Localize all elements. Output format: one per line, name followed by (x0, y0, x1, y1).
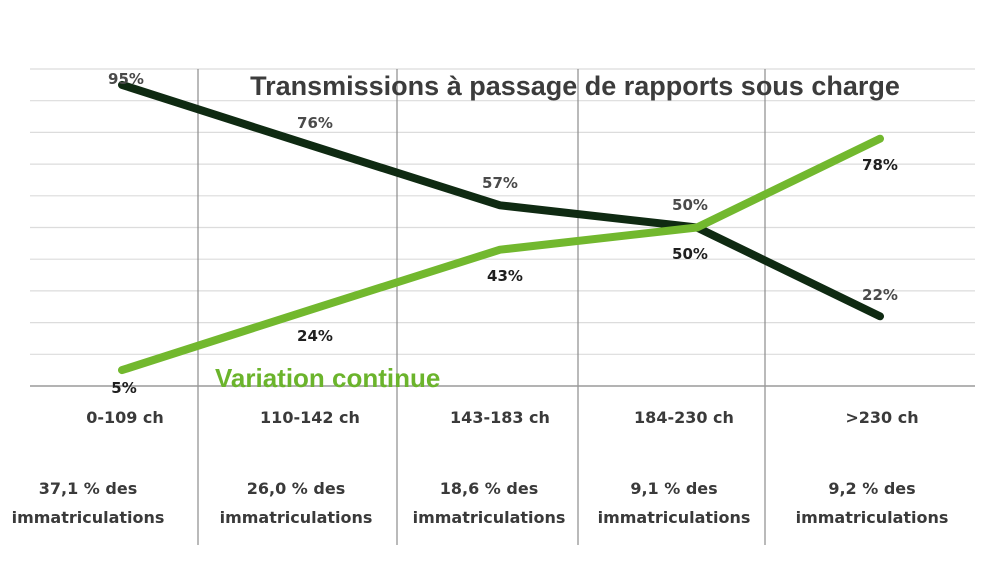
data-label-variation-continue: 43% (487, 267, 523, 285)
data-label-variation-continue: 24% (297, 327, 333, 345)
category-share-line1: 9,1 % des (630, 479, 717, 498)
data-label-sous-charge: 95% (108, 70, 144, 88)
category-share-line1: 18,6 % des (440, 479, 538, 498)
data-label-sous-charge: 50% (672, 196, 708, 214)
data-label-variation-continue: 78% (862, 156, 898, 174)
category-share-line1: 9,2 % des (828, 479, 915, 498)
series-lines (118, 80, 884, 375)
series-line-variation-continue (118, 134, 884, 375)
data-label-variation-continue: 5% (111, 379, 136, 397)
category-share-line2: immatriculations (413, 508, 566, 527)
category-label: 184-230 ch (634, 408, 734, 427)
chart-title: Transmissions à passage de rapports sous… (250, 71, 900, 101)
data-label-variation-continue: 50% (672, 245, 708, 263)
category-label: >230 ch (845, 408, 918, 427)
category-labels: 0-109 ch 110-142 ch 143-183 ch 184-230 ch >2… (86, 408, 918, 427)
data-label-sous-charge: 22% (862, 286, 898, 304)
category-share-line2: immatriculations (220, 508, 373, 527)
category-share-line2: immatriculations (12, 508, 165, 527)
category-share-line1: 37,1 % des (39, 479, 137, 498)
data-label-sous-charge: 76% (297, 114, 333, 132)
category-shares: 37,1 % des immatriculations 26,0 % des imma… (12, 479, 949, 527)
category-share-line1: 26,0 % des (247, 479, 345, 498)
gridlines (30, 68, 975, 355)
series-line-sous-charge (118, 80, 884, 321)
category-share-line2: immatriculations (796, 508, 949, 527)
data-labels: 95% 76% 57% 50% 22% 5% 24% 43% 50% 78% (108, 70, 898, 397)
category-share-line2: immatriculations (598, 508, 751, 527)
series-label-variation-continue: Variation continue (215, 363, 440, 393)
category-label: 143-183 ch (450, 408, 550, 427)
category-dividers (197, 69, 766, 545)
category-label: 110-142 ch (260, 408, 360, 427)
category-label: 0-109 ch (86, 408, 164, 427)
data-label-sous-charge: 57% (482, 174, 518, 192)
